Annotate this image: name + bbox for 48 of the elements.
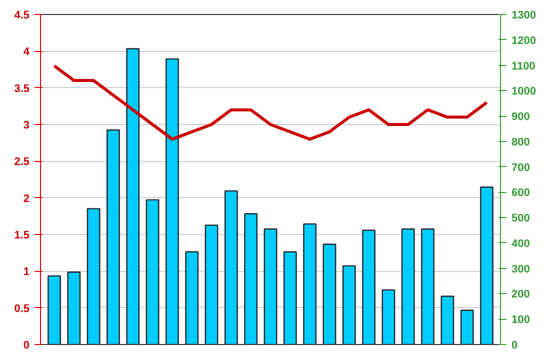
bar <box>204 224 218 344</box>
y2-tick-label: 1100 <box>512 60 536 72</box>
bar <box>126 48 140 344</box>
bar <box>48 275 61 344</box>
y-tick-label: 0 <box>23 340 30 352</box>
y2-tick-label: 1300 <box>512 10 536 22</box>
y-tick-label: 0.5 <box>14 302 30 315</box>
bar <box>106 129 120 344</box>
bar <box>342 265 356 344</box>
line-series <box>52 64 488 141</box>
y2-tick-label: 900 <box>512 111 530 124</box>
bar <box>322 244 336 344</box>
bar <box>264 228 278 344</box>
y-tick-label: 2 <box>23 192 30 205</box>
bar <box>480 186 494 344</box>
bar <box>86 208 100 344</box>
bar <box>166 58 179 344</box>
y2-tick-label: 800 <box>512 136 530 148</box>
y-tick-label: 1 <box>23 266 30 278</box>
bar <box>224 190 238 344</box>
bar <box>362 230 376 344</box>
y-tick-label: 4 <box>23 46 30 58</box>
y2-tick-label: 200 <box>512 288 530 301</box>
y2-tick-label: 1200 <box>512 34 536 47</box>
bar <box>244 213 258 344</box>
bar <box>460 310 474 344</box>
y2-tick-label: 0 <box>512 340 518 352</box>
y2-tick-label: 400 <box>512 238 530 250</box>
bar <box>401 228 415 344</box>
y-tick-label: 2.5 <box>14 156 30 168</box>
bar <box>440 296 454 344</box>
y2-tick-label: 100 <box>512 314 530 326</box>
y-tick-label: 4.5 <box>14 10 30 22</box>
bar <box>283 251 297 344</box>
y2-tick-label: 1000 <box>512 86 536 98</box>
y-tick-label: 3 <box>23 120 30 132</box>
y2-tick-label: 600 <box>512 187 530 200</box>
bar <box>303 223 317 344</box>
y-tick-label: 1.5 <box>14 230 30 242</box>
bar <box>67 272 81 344</box>
y2-tick-label: 500 <box>512 212 530 225</box>
y2-tick-label: 700 <box>512 162 530 174</box>
y2-tick-label: 300 <box>512 263 530 276</box>
bar <box>421 228 434 344</box>
bar <box>146 199 160 344</box>
y-tick-label: 3.5 <box>14 82 30 95</box>
bar <box>382 289 396 344</box>
bar <box>185 251 199 344</box>
